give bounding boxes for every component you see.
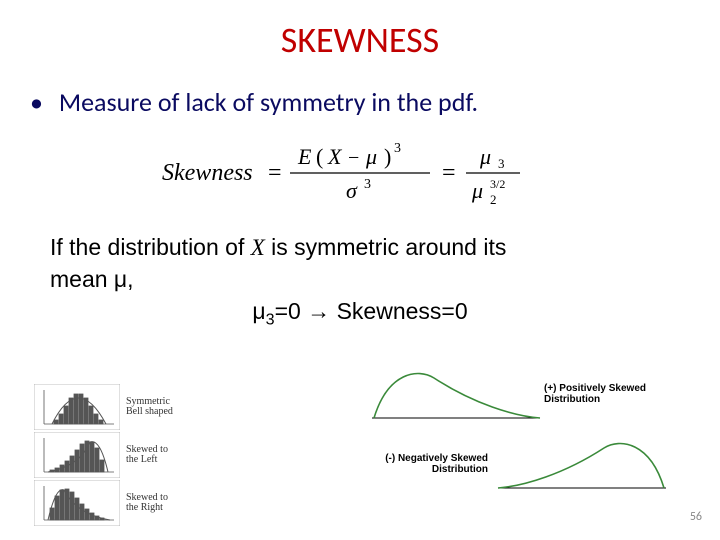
svg-text:σ: σ: [346, 178, 358, 203]
svg-text:X: X: [327, 144, 343, 169]
negative-skew-curve: [494, 434, 674, 494]
svg-text:2: 2: [490, 192, 497, 207]
svg-text:3/2: 3/2: [490, 177, 505, 191]
negative-skew-row: (-) Negatively SkewedDistribution: [364, 434, 674, 494]
bullet-dot: •: [30, 86, 43, 118]
body-center: μ3=0 → Skewness=0: [0, 294, 720, 330]
mini-skew-left: Skewed tothe Left: [34, 432, 186, 478]
variable-x: X: [251, 235, 265, 260]
body-line2: mean μ,: [0, 263, 720, 294]
svg-text:E: E: [297, 144, 312, 169]
skewness-formula: Skewness = E ( X − μ ) 3 σ 3 = μ 3 μ 2 3…: [0, 118, 720, 219]
svg-text:3: 3: [364, 177, 371, 192]
svg-text:3: 3: [498, 156, 505, 171]
mini-diagram-column: SymmetricBell shaped Skewed tothe Left: [34, 384, 186, 526]
symmetric-icon: [34, 384, 120, 430]
bullet-text: Measure of lack of symmetry in the pdf.: [59, 86, 478, 118]
page-title: SKEWNESS: [0, 0, 720, 62]
skew-curves-panel: (+) Positively SkewedDistribution (-) Ne…: [364, 364, 674, 504]
positive-skew-label: (+) Positively SkewedDistribution: [544, 383, 646, 405]
svg-text:μ: μ: [471, 178, 483, 203]
positive-skew-curve: [364, 364, 544, 424]
svg-text:=: =: [442, 160, 456, 186]
bullet-row: • Measure of lack of symmetry in the pdf…: [0, 62, 720, 118]
body-line1: If the distribution of X is symmetric ar…: [0, 219, 720, 263]
svg-text:μ: μ: [479, 144, 491, 169]
positive-skew-row: (+) Positively SkewedDistribution: [364, 364, 674, 424]
svg-text:μ: μ: [365, 144, 377, 169]
mini-symmetric: SymmetricBell shaped: [34, 384, 186, 430]
svg-text:3: 3: [394, 141, 401, 156]
svg-text:): ): [384, 144, 391, 169]
skew-right-icon: [34, 480, 120, 526]
skew-left-icon: [34, 432, 120, 478]
svg-text:(: (: [316, 144, 323, 169]
svg-text:=: =: [268, 160, 282, 186]
svg-text:Skewness: Skewness: [162, 160, 253, 186]
mini-skew-right: Skewed tothe Right: [34, 480, 186, 526]
svg-text:−: −: [348, 147, 359, 169]
negative-skew-label: (-) Negatively SkewedDistribution: [385, 453, 488, 475]
page-number: 56: [690, 510, 702, 524]
